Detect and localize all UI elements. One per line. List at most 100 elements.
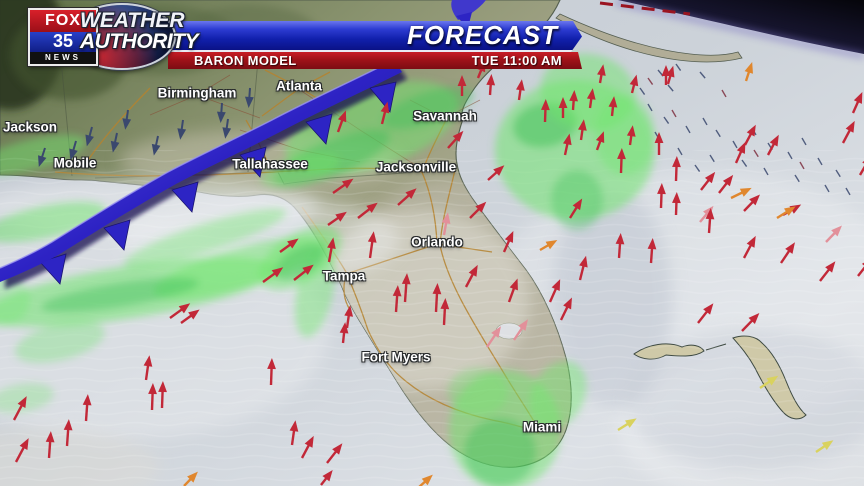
- wind-arrow: [780, 242, 795, 264]
- wind-barb: [753, 149, 759, 158]
- wind-arrow: [392, 285, 402, 313]
- wind-arrow: [300, 435, 314, 459]
- wind-arrow: [697, 303, 714, 324]
- wind-arrow: [320, 470, 333, 486]
- wind-arrow: [326, 443, 343, 464]
- city-label: Birmingham: [157, 85, 237, 101]
- wind-arrow: [332, 178, 354, 194]
- wind-arrow: [647, 238, 657, 264]
- wind-barb: [663, 116, 670, 124]
- wind-arrow: [336, 110, 347, 133]
- wind-arrow: [730, 187, 752, 200]
- wind-arrow: [672, 156, 681, 182]
- wind-arrows-layer: [12, 60, 864, 486]
- wind-arrow: [82, 394, 92, 422]
- city-label: Tampa: [322, 268, 366, 284]
- wind-arrow: [597, 64, 606, 84]
- wind-arrow: [63, 419, 73, 447]
- wind-arrow: [12, 396, 27, 421]
- fox35-badge: FOX 35 NEWS: [28, 8, 98, 66]
- wind-arrow: [122, 109, 132, 130]
- city-label: Atlanta: [276, 78, 322, 94]
- wind-arrow: [657, 183, 666, 209]
- wind-arrow: [158, 381, 167, 409]
- wind-barb: [702, 117, 708, 126]
- wind-arrow: [741, 313, 760, 332]
- wind-barb: [835, 169, 841, 178]
- wind-arrow: [513, 319, 528, 341]
- wind-barbs-layer: [639, 63, 851, 196]
- channel-number: 35: [30, 32, 96, 52]
- wind-arrow: [502, 230, 514, 253]
- wind-arrow: [45, 431, 55, 459]
- wind-arrow: [487, 165, 505, 181]
- wind-barb: [709, 154, 715, 163]
- model-label: BARON MODEL: [194, 53, 297, 68]
- wind-arrow: [617, 148, 626, 174]
- wind-barb: [801, 137, 807, 146]
- wind-arrow: [293, 264, 314, 281]
- wind-arrow: [177, 119, 187, 140]
- wind-arrow: [608, 96, 618, 117]
- wind-arrow: [85, 126, 94, 147]
- wind-barb: [647, 77, 654, 85]
- wind-arrow: [559, 297, 572, 321]
- wind-barb: [824, 184, 830, 193]
- space-horizon: [599, 0, 864, 59]
- authority-wordmark: AUTHORITY: [80, 30, 199, 53]
- wind-arrow: [718, 174, 734, 194]
- wind-arrow: [539, 240, 558, 252]
- wind-barb: [721, 89, 727, 98]
- model-time-bar: BARON MODEL TUE 11:00 AM: [168, 52, 582, 69]
- wind-arrow: [705, 208, 715, 234]
- wind-arrow: [507, 278, 518, 303]
- wind-arrow: [222, 118, 232, 139]
- wind-arrow: [339, 322, 349, 344]
- wind-arrow: [357, 202, 378, 219]
- wind-arrow: [743, 124, 756, 146]
- wind-arrow: [440, 298, 450, 326]
- wind-arrow: [457, 75, 467, 96]
- wind-arrow: [486, 74, 496, 96]
- wind-arrow: [851, 91, 863, 114]
- wind-arrow: [541, 99, 550, 123]
- wind-arrow: [548, 279, 561, 303]
- wind-arrow: [441, 212, 451, 236]
- wind-arrow: [615, 233, 625, 259]
- wind-arrow: [380, 101, 390, 125]
- wind-arrow: [279, 238, 299, 253]
- wind-arrow: [69, 140, 78, 161]
- wind-barb: [671, 109, 677, 118]
- wind-arrow: [858, 155, 864, 176]
- wind-arrow: [569, 90, 579, 111]
- wind-barb: [794, 174, 800, 183]
- wind-arrow: [486, 326, 501, 348]
- wind-arrow: [344, 305, 354, 329]
- wind-arrow: [244, 87, 254, 108]
- wind-arrow: [38, 147, 47, 168]
- weather-wordmark: WEATHER: [80, 9, 185, 32]
- wind-arrow: [578, 119, 587, 141]
- valid-time: TUE 11:00 AM: [471, 53, 562, 68]
- wind-arrow: [151, 135, 161, 156]
- wind-arrow: [143, 355, 153, 381]
- wind-arrow: [841, 120, 855, 144]
- wind-arrow: [180, 309, 200, 324]
- wind-arrow: [578, 255, 588, 281]
- wind-arrow: [262, 267, 284, 283]
- wind-arrow: [766, 134, 779, 156]
- wind-arrow: [744, 61, 753, 82]
- stationary-front-line: [599, 1, 691, 16]
- precip-overlay: [0, 53, 655, 486]
- wind-arrow: [734, 141, 746, 164]
- wind-arrow: [367, 231, 377, 259]
- wind-arrow: [447, 130, 464, 149]
- wind-barb: [639, 87, 646, 95]
- wind-arrow: [169, 303, 191, 319]
- wind-barb: [741, 159, 748, 167]
- wind-barb: [763, 167, 769, 176]
- news-label: NEWS: [30, 52, 96, 64]
- wind-arrow: [661, 65, 671, 85]
- wind-arrow: [825, 225, 842, 243]
